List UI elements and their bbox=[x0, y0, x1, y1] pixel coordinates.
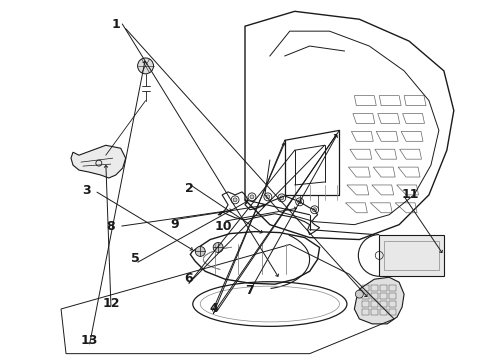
Circle shape bbox=[298, 200, 302, 204]
Circle shape bbox=[233, 198, 237, 202]
Bar bbox=[389, 309, 396, 315]
Text: 12: 12 bbox=[102, 297, 120, 310]
Text: 3: 3 bbox=[82, 184, 91, 197]
Bar bbox=[389, 301, 396, 307]
Bar bbox=[380, 285, 387, 291]
Bar bbox=[380, 301, 387, 307]
Text: 13: 13 bbox=[80, 334, 98, 347]
Bar bbox=[362, 301, 369, 307]
Bar bbox=[371, 285, 378, 291]
Bar bbox=[371, 309, 378, 315]
Bar bbox=[362, 293, 369, 299]
Circle shape bbox=[250, 195, 254, 199]
Text: 4: 4 bbox=[209, 302, 218, 315]
Bar bbox=[379, 235, 444, 276]
Circle shape bbox=[266, 195, 270, 199]
Polygon shape bbox=[354, 277, 404, 324]
Text: 9: 9 bbox=[170, 218, 179, 231]
Text: 10: 10 bbox=[214, 220, 232, 233]
Bar bbox=[371, 301, 378, 307]
Circle shape bbox=[196, 247, 205, 256]
Circle shape bbox=[138, 58, 153, 74]
Text: 1: 1 bbox=[112, 18, 120, 31]
Circle shape bbox=[355, 290, 363, 298]
Bar bbox=[384, 240, 439, 270]
Bar bbox=[371, 293, 378, 299]
Bar bbox=[389, 293, 396, 299]
Polygon shape bbox=[71, 145, 125, 178]
Text: 2: 2 bbox=[185, 183, 194, 195]
Text: 5: 5 bbox=[131, 252, 140, 265]
Circle shape bbox=[213, 243, 223, 252]
Bar bbox=[389, 285, 396, 291]
Bar bbox=[362, 285, 369, 291]
Bar bbox=[362, 309, 369, 315]
Text: 11: 11 bbox=[402, 188, 419, 201]
Text: 7: 7 bbox=[245, 284, 254, 297]
Text: 6: 6 bbox=[185, 272, 193, 285]
Text: 8: 8 bbox=[107, 220, 115, 233]
Bar bbox=[380, 293, 387, 299]
Circle shape bbox=[313, 208, 317, 212]
Bar bbox=[380, 309, 387, 315]
Circle shape bbox=[280, 196, 284, 200]
